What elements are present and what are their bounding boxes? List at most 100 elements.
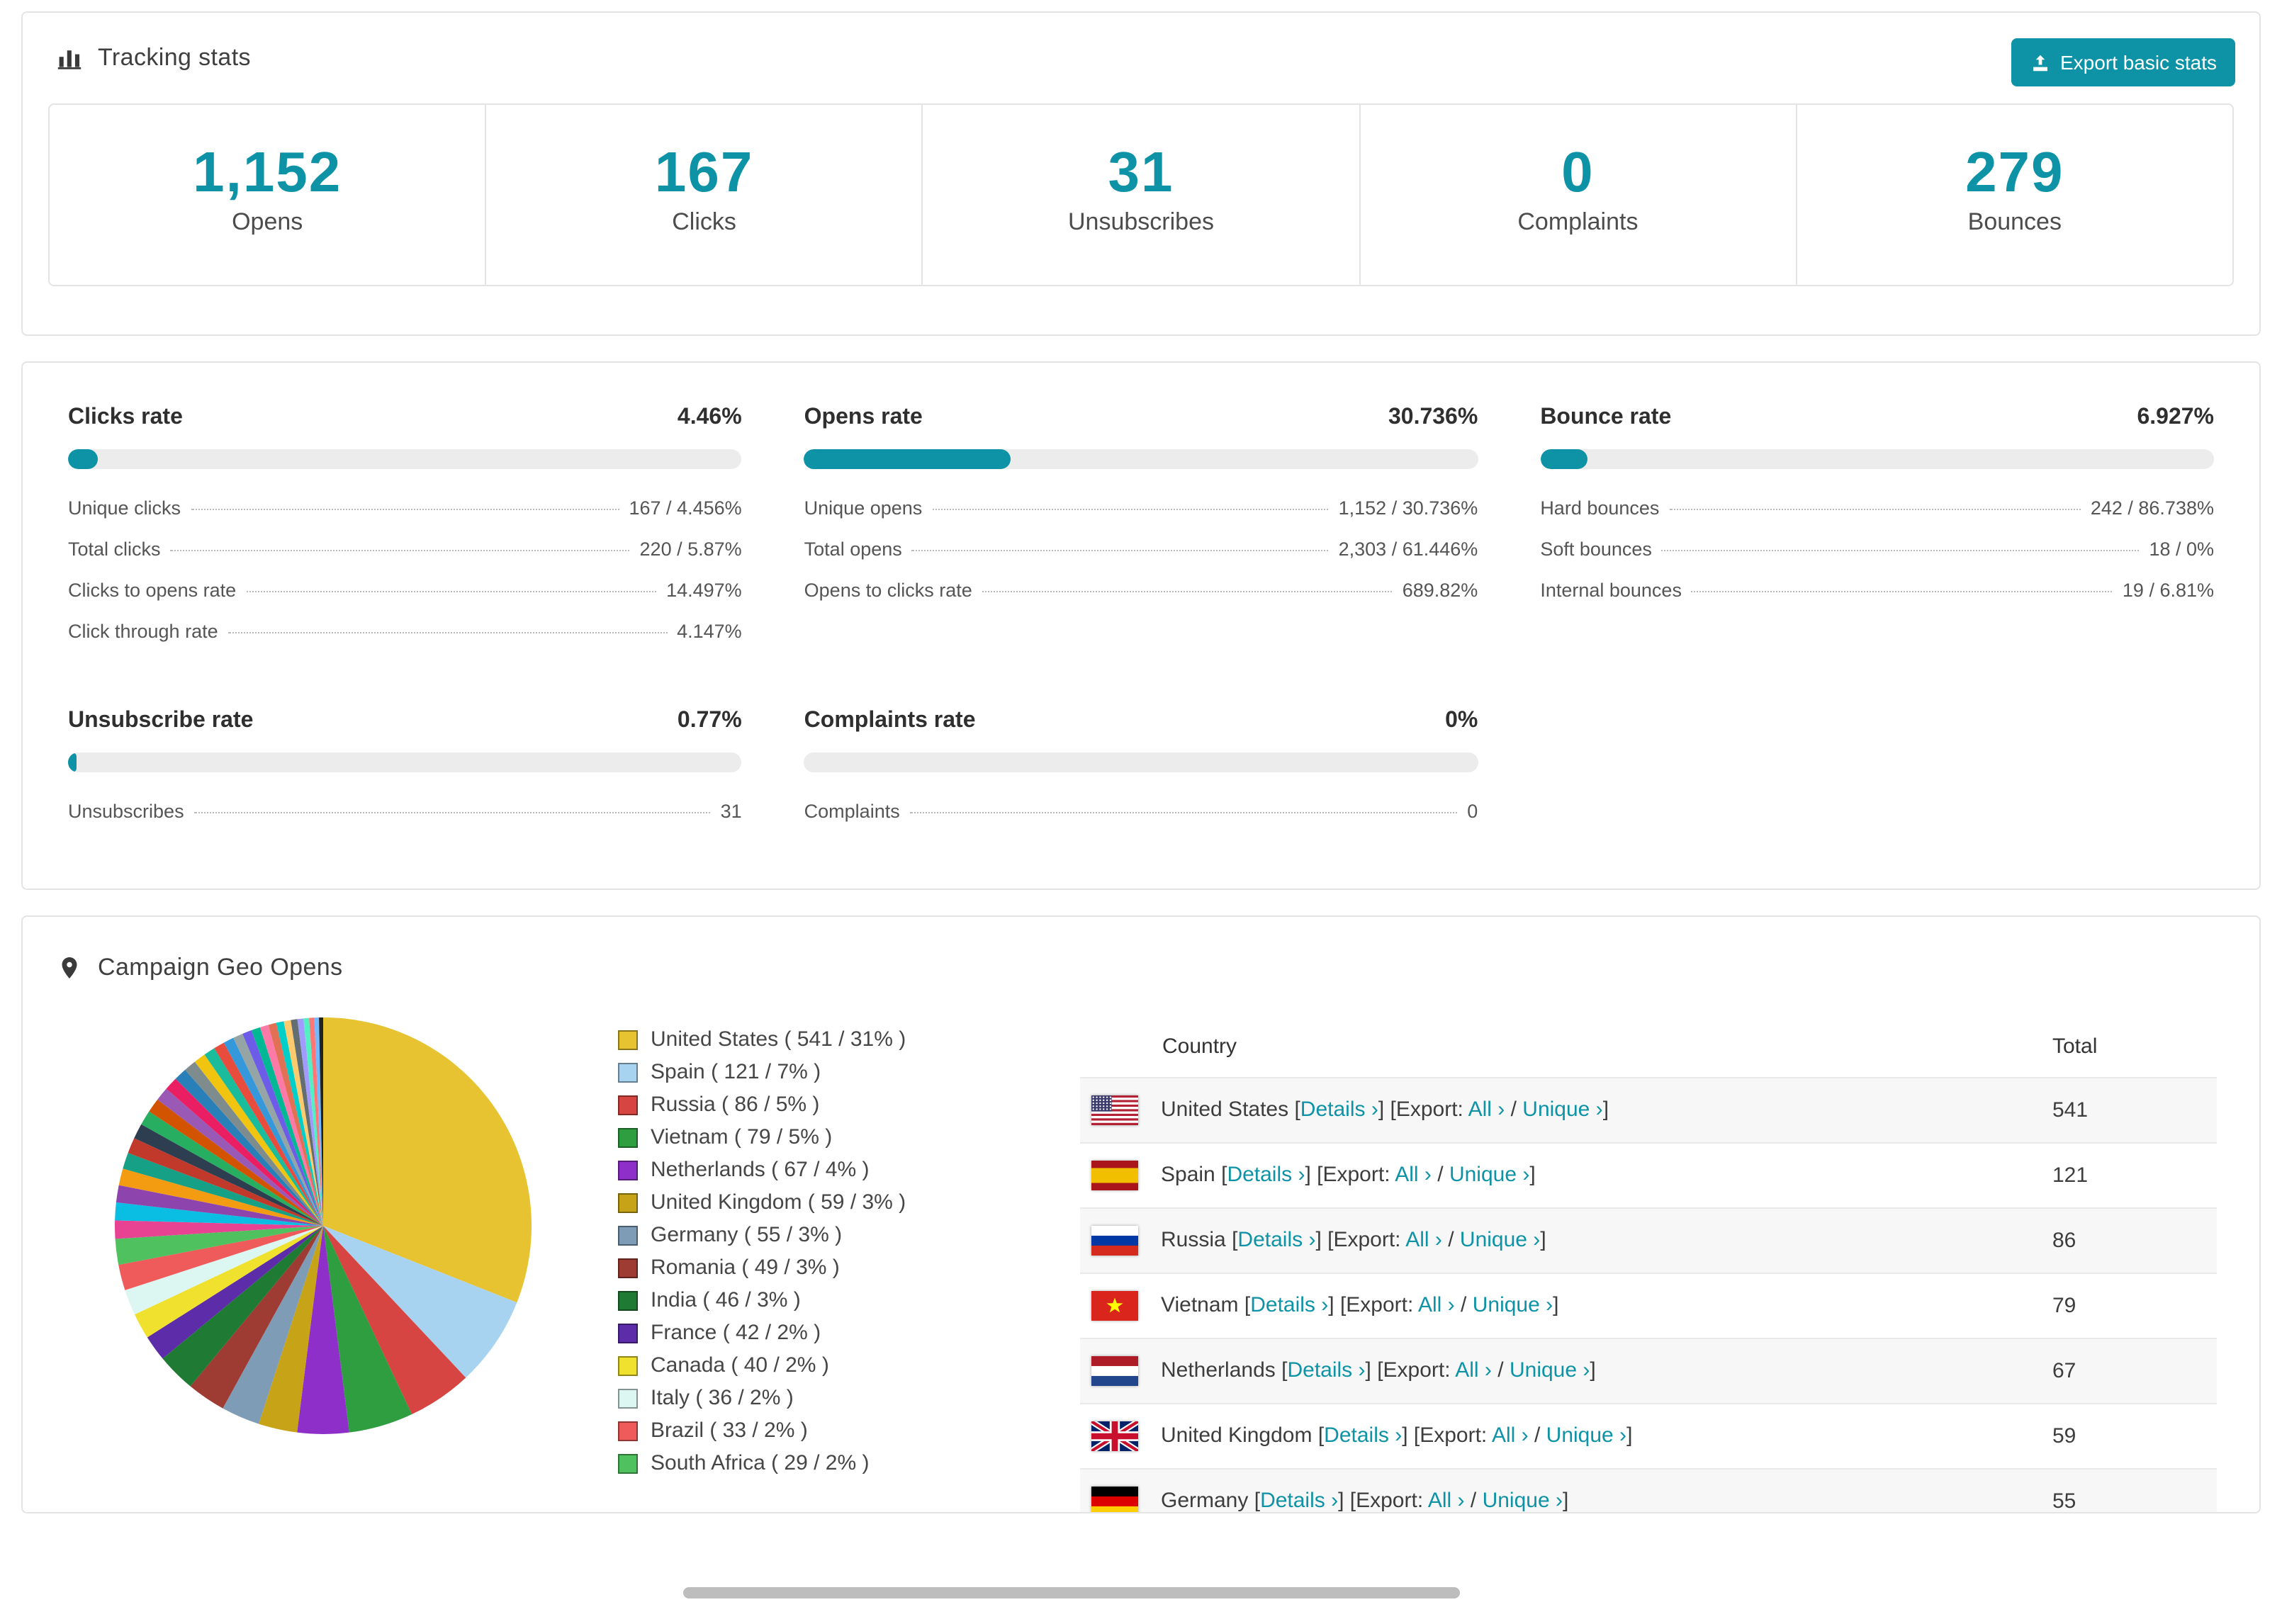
details-link[interactable]: Details › — [1260, 1488, 1339, 1513]
stat-label: Complaints — [1517, 208, 1639, 235]
export-all-link[interactable]: All › — [1395, 1162, 1432, 1187]
details-link[interactable]: Details › — [1287, 1358, 1366, 1382]
rate-row-value: 18 / 0% — [2149, 538, 2214, 560]
progress-bar — [1540, 449, 2214, 469]
rate-row: Unique opens 1,152 / 30.736% — [804, 487, 1478, 529]
legend-item: United States ( 541 / 31% ) — [618, 1027, 1043, 1051]
rate-row-value: 0 — [1467, 801, 1478, 822]
export-unique-link[interactable]: Unique › — [1482, 1488, 1563, 1513]
stat-box: 279 Bounces — [1797, 105, 2232, 285]
export-all-link[interactable]: All › — [1491, 1423, 1529, 1448]
export-all-link[interactable]: All › — [1405, 1227, 1442, 1252]
bracket: ] — [1378, 1097, 1390, 1122]
export-unique-link[interactable]: Unique › — [1522, 1097, 1603, 1122]
progress-bar-fill — [1540, 449, 1587, 469]
stat-label: Clicks — [672, 208, 736, 235]
pie-slice — [309, 1017, 323, 1226]
legend-item: Vietnam ( 79 / 5% ) — [618, 1125, 1043, 1149]
country-flag-icon — [1091, 1356, 1138, 1386]
details-link[interactable]: Details › — [1300, 1097, 1378, 1122]
legend-item: Canada ( 40 / 2% ) — [618, 1353, 1043, 1377]
rate-rows: Unique clicks 167 / 4.456% Total clicks … — [68, 487, 742, 652]
pie-slice — [242, 1030, 323, 1226]
pie-slice — [115, 1220, 323, 1239]
bracket: ] — [1402, 1423, 1414, 1448]
country-name: Netherlands — [1161, 1358, 1282, 1382]
table-row: Germany [Details ›] [Export: All › / Uni… — [1080, 1469, 2217, 1513]
export-all-link[interactable]: All › — [1455, 1358, 1492, 1382]
progress-bar — [804, 752, 1478, 772]
geo-opens-title: Campaign Geo Opens — [98, 954, 343, 981]
table-row: Russia [Details ›] [Export: All › / Uniq… — [1080, 1208, 2217, 1273]
export-prefix: [Export: — [1339, 1292, 1418, 1317]
rate-row-value: 1,152 / 30.736% — [1338, 497, 1478, 519]
dotted-leader — [1691, 591, 2113, 592]
progress-bar — [68, 449, 742, 469]
legend-item: United Kingdom ( 59 / 3% ) — [618, 1190, 1043, 1214]
bracket: ] — [1315, 1227, 1328, 1252]
pie-slice — [116, 1185, 324, 1226]
export-unique-link[interactable]: Unique › — [1509, 1358, 1590, 1382]
pie-slice — [134, 1226, 324, 1338]
details-link[interactable]: Details › — [1324, 1423, 1403, 1448]
legend-item: Spain ( 121 / 7% ) — [618, 1060, 1043, 1084]
export-unique-link[interactable]: Unique › — [1472, 1292, 1553, 1317]
pie-slice — [259, 1025, 323, 1226]
rate-row: Soft bounces 18 / 0% — [1540, 529, 2214, 570]
export-unique-link[interactable]: Unique › — [1546, 1423, 1627, 1448]
pie-slice — [166, 1078, 323, 1226]
country-flag-icon — [1091, 1291, 1138, 1321]
details-link[interactable]: Details › — [1227, 1162, 1305, 1187]
table-header-row: Country Total — [1080, 1016, 2217, 1078]
bracket: [ — [1294, 1097, 1300, 1122]
pie-slice — [323, 1226, 412, 1433]
pie-slice — [157, 1088, 323, 1226]
country-total: 67 — [2052, 1359, 2076, 1383]
pie-slice — [319, 1017, 323, 1226]
stat-value: 1,152 — [193, 142, 342, 204]
legend-label: Canada ( 40 / 2% ) — [651, 1353, 829, 1377]
rate-title: Unsubscribe rate — [68, 709, 254, 733]
pie-slice — [141, 1111, 323, 1226]
pie-slice — [223, 1037, 323, 1226]
rate-title: Complaints rate — [804, 709, 976, 733]
pie-slice — [118, 1226, 323, 1290]
legend-item: Germany ( 55 / 3% ) — [618, 1223, 1043, 1247]
export-unique-link[interactable]: Unique › — [1459, 1227, 1541, 1252]
pie-slice — [314, 1017, 323, 1226]
export-all-link[interactable]: All › — [1427, 1488, 1465, 1513]
rate-head: Bounce rate 6.927% — [1540, 405, 2214, 431]
details-link[interactable]: Details › — [1237, 1227, 1316, 1252]
rate-rows: Unsubscribes 31 — [68, 791, 742, 832]
rate-row: Unsubscribes 31 — [68, 791, 742, 832]
table-row: United States [Details ›] [Export: All ›… — [1080, 1078, 2217, 1143]
export-all-link[interactable]: All › — [1468, 1097, 1505, 1122]
export-unique-link[interactable]: Unique › — [1449, 1162, 1530, 1187]
dotted-leader — [911, 550, 1329, 551]
export-prefix: [Export: — [1377, 1358, 1456, 1382]
table-row: United Kingdom [Details ›] [Export: All … — [1080, 1404, 2217, 1469]
stats-row: 1,152 Opens 167 Clicks 31 Unsubscribes 0… — [48, 103, 2234, 286]
rate-value: 0.77% — [677, 709, 742, 733]
legend-item: India ( 46 / 3% ) — [618, 1288, 1043, 1312]
table-row: Spain [Details ›] [Export: All › / Uniqu… — [1080, 1143, 2217, 1208]
bracket: ] — [1562, 1488, 1569, 1513]
progress-bar — [68, 752, 742, 772]
export-prefix: [Export: — [1327, 1227, 1406, 1252]
legend-color-swatch — [618, 1290, 638, 1310]
export-all-link[interactable]: All › — [1418, 1292, 1455, 1317]
rate-row: Total opens 2,303 / 61.446% — [804, 529, 1478, 570]
bracket: [ — [1317, 1423, 1325, 1448]
export-basic-stats-button[interactable]: Export basic stats — [2011, 38, 2235, 86]
horizontal-scrollbar[interactable] — [683, 1587, 1460, 1598]
rate-head: Clicks rate 4.46% — [68, 405, 742, 431]
geo-table-wrap: Country Total United States [Details ›] … — [1080, 1016, 2217, 1513]
rate-row-value: 2,303 / 61.446% — [1338, 538, 1478, 560]
pie-slice — [323, 1226, 517, 1378]
rate-row: Total clicks 220 / 5.87% — [68, 529, 742, 570]
pie-slice — [147, 1226, 323, 1359]
bracket: ] — [1590, 1358, 1596, 1382]
details-link[interactable]: Details › — [1250, 1292, 1329, 1317]
bracket: ] — [1602, 1097, 1609, 1122]
